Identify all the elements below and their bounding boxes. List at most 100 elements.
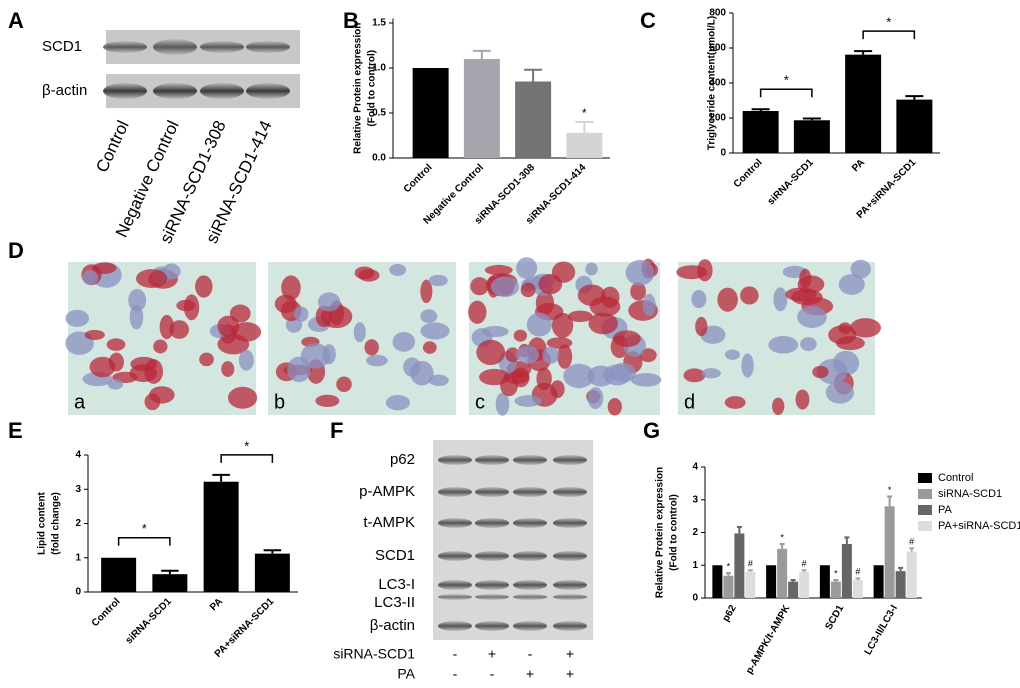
y-tick-label: 400 [709,78,726,89]
blot-band [103,41,147,53]
blot-row-label: LC3-II [374,594,415,611]
image-label: c [475,391,485,413]
cell [495,392,510,416]
bar [254,553,290,592]
legend-label: Control [938,472,973,484]
cell [514,395,542,407]
condition-sign: - [490,666,495,682]
cell [563,363,595,389]
cell [195,275,213,298]
condition-sign: + [566,666,574,682]
y-tick-label: 0.0 [372,153,386,164]
y-tick-label: 2 [692,527,698,538]
cell [159,314,175,340]
legend-swatch [918,489,932,499]
blot-band [513,487,547,497]
y-tick-label: 0 [75,587,81,598]
significance-mark: * [780,532,784,542]
cell [294,306,309,322]
legend-label: PA+siRNA-SCD1 [938,520,1020,532]
cell [642,293,656,317]
blot-band [553,551,587,561]
cell [850,259,871,279]
cell [812,365,829,379]
cell [322,344,336,365]
cell [587,365,615,387]
condition-sign: - [453,666,458,682]
cell [724,396,746,409]
blot-band [475,487,509,497]
cell [420,309,438,324]
cell [217,315,240,337]
cell [128,288,147,312]
cell [630,282,646,301]
blot-row-label: SCD1 [42,38,82,55]
blot-row-label: p62 [390,451,415,468]
cell [221,361,235,378]
cell [697,259,713,282]
x-tick-label: siRNA-SCD1 [766,157,817,208]
y-axis-label: Triglyceride content(μmol/L) [707,16,718,150]
y-tick-label: 0 [720,148,726,159]
cell [772,397,785,415]
image-label: a [74,391,86,413]
significance-mark: # [855,567,860,577]
cell [516,257,538,279]
blot-row-label: LC3-I [378,576,415,593]
y-tick-label: 3 [75,484,81,495]
cell [238,349,254,371]
comparison-label: * [784,73,789,88]
cell [825,381,854,404]
cell [420,322,450,340]
comparison-bracket [759,88,813,98]
blot-band [553,455,587,465]
panel-label: D [8,238,24,263]
panel-label: F [330,418,343,443]
cell [838,274,865,295]
cell [365,354,388,367]
panel-label: E [8,418,23,443]
cell [585,262,598,276]
blot-row-label: t-AMPK [363,514,415,531]
bar [515,81,552,158]
panel-label: B [343,8,359,33]
cell [588,312,618,335]
comparison-bracket [862,30,916,40]
blot-band [200,83,244,99]
y-tick-label: 0 [692,593,698,604]
image-label: d [684,391,695,413]
cell [420,279,433,304]
y-tick-label: 800 [709,8,726,19]
cell [800,337,817,352]
cell [607,398,622,416]
blot-band [438,580,472,590]
blot-band [513,594,547,600]
bar [884,506,895,598]
comparison-label: * [142,521,147,536]
blot-band [475,455,509,465]
cell [287,356,311,383]
blot-band [153,83,197,99]
blot-band [513,580,547,590]
y-tick-label: 2 [75,518,81,529]
significance-mark: # [909,537,914,547]
blot-row-label: β-actin [42,82,87,99]
cell [468,300,487,324]
y-tick-label: 3 [692,494,698,505]
cell [589,296,621,317]
cell [557,344,573,369]
cell [422,341,437,354]
bar [463,59,500,158]
cell [470,277,489,296]
bar [566,132,603,158]
cell [520,282,536,298]
blot-band [103,83,147,99]
cell [353,322,366,343]
y-axis-label: Relative Protein expression [353,23,364,154]
bar [766,565,777,598]
cell [89,356,116,378]
blot-row-label: SCD1 [375,547,415,564]
condition-sign: - [453,646,458,662]
x-tick-label: Control [402,162,435,195]
